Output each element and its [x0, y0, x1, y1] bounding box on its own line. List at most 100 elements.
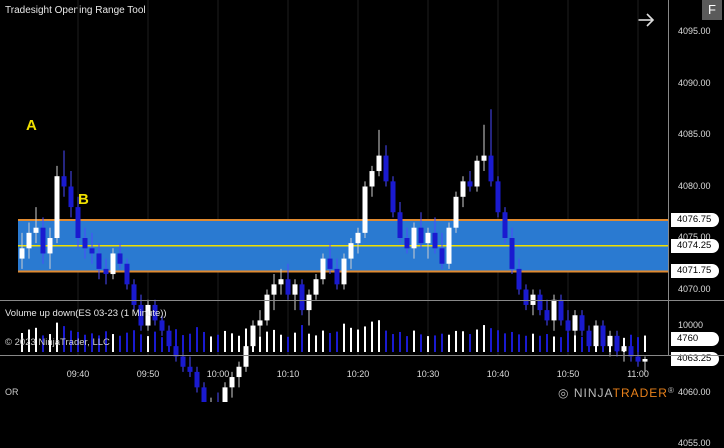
candle-body — [600, 325, 606, 347]
candle-body — [558, 299, 564, 321]
candle-body — [411, 227, 417, 249]
volume-bar — [525, 335, 527, 352]
candle-body — [432, 232, 438, 249]
volume-bar — [539, 335, 541, 352]
candle-body — [68, 186, 74, 208]
candle-body — [313, 279, 319, 295]
volume-bar — [455, 330, 457, 352]
volume-bar — [28, 329, 30, 352]
volume-bar — [588, 336, 590, 352]
volume-bar — [511, 331, 513, 352]
candle-body — [481, 155, 487, 161]
candle-body — [509, 238, 515, 269]
price-tick: 4075.00 — [678, 232, 711, 242]
candle-body — [474, 160, 480, 187]
candle-body — [89, 248, 95, 254]
candle-body — [40, 227, 46, 254]
volume-bar — [630, 334, 632, 352]
candle-body — [404, 238, 410, 249]
price-tag: 4071.75 — [671, 264, 719, 279]
logo-brand: TRADER — [612, 386, 668, 400]
volume-bar — [322, 330, 324, 352]
logo-prefix: NINJA — [573, 386, 613, 400]
volume-bar — [350, 327, 352, 352]
arrow-right-icon[interactable] — [636, 10, 656, 30]
volume-bar — [434, 335, 436, 352]
candle-body — [201, 387, 207, 402]
volume-bar — [287, 336, 289, 352]
volume-bar — [644, 335, 646, 352]
candle-body — [131, 284, 137, 305]
price-tick: 4080.00 — [678, 180, 711, 191]
volume-bar — [518, 334, 520, 352]
candle-body — [572, 315, 578, 331]
time-tick: 09:50 — [136, 369, 160, 379]
candle-body — [537, 294, 543, 311]
candle-body — [306, 294, 312, 311]
time-tick: 10:30 — [416, 369, 440, 379]
price-tag: 4074.25 — [671, 238, 719, 253]
candle-body — [47, 238, 53, 254]
volume-bar — [574, 335, 576, 352]
volume-bar — [595, 337, 597, 352]
candle-body — [271, 284, 277, 295]
volume-bar — [224, 330, 226, 352]
volume-bar — [49, 334, 51, 352]
volume-bar — [504, 333, 506, 352]
candle-body — [355, 232, 361, 244]
candle-body — [544, 310, 550, 321]
candle-body — [397, 212, 403, 238]
candle-body — [439, 248, 445, 264]
volume-bar — [133, 330, 135, 352]
volume-panel-title: Volume up down(ES 03-23 (1 Minute)) — [5, 308, 167, 319]
volume-bar — [140, 334, 142, 352]
logo-icon: ◎ — [558, 386, 570, 400]
candle-body — [579, 315, 585, 331]
volume-bar — [623, 337, 625, 352]
volume-axis[interactable] — [668, 301, 724, 355]
volume-bar — [266, 331, 268, 352]
panel-divider[interactable] — [0, 300, 724, 301]
candle-body — [236, 366, 242, 378]
price-chart[interactable] — [0, 0, 724, 402]
candle-body — [110, 253, 116, 275]
volume-bar — [497, 330, 499, 352]
volume-bar — [63, 326, 65, 352]
volume-bar — [427, 336, 429, 352]
candle-body — [516, 268, 522, 290]
candle-body — [460, 181, 466, 197]
volume-bar — [392, 334, 394, 352]
price-axis[interactable] — [668, 0, 724, 300]
status-text: OR — [5, 387, 19, 397]
candle-body — [222, 387, 228, 402]
price-tick: 4085.00 — [678, 129, 711, 139]
price-tick: 4060.00 — [678, 386, 711, 397]
range-label-b: B — [78, 191, 89, 208]
volume-bar — [602, 336, 604, 352]
volume-bar — [448, 334, 450, 352]
volume-bar — [553, 336, 555, 352]
time-tick: 09:40 — [66, 369, 90, 379]
volume-bar — [161, 337, 163, 352]
candle-body — [425, 232, 431, 244]
candle-body — [299, 284, 305, 311]
volume-bar — [203, 331, 205, 352]
volume-tick: 10000 — [678, 320, 704, 330]
volume-bar — [581, 336, 583, 352]
volume-bar — [126, 332, 128, 352]
volume-bar — [301, 325, 303, 352]
volume-bar — [252, 334, 254, 352]
candle-body — [383, 155, 389, 182]
volume-bar — [98, 335, 100, 352]
candle-body — [551, 299, 557, 321]
candle-body — [229, 377, 235, 388]
candle-body — [75, 207, 81, 238]
volume-bar — [231, 333, 233, 352]
copyright-text: © 2023 NinjaTrader, LLC — [5, 337, 110, 348]
volume-bar — [357, 329, 359, 352]
volume-bar — [364, 326, 366, 352]
chart-menu-button[interactable]: F — [702, 0, 722, 20]
candle-body — [523, 289, 529, 305]
volume-bar — [91, 333, 93, 352]
volume-bar — [154, 331, 156, 352]
